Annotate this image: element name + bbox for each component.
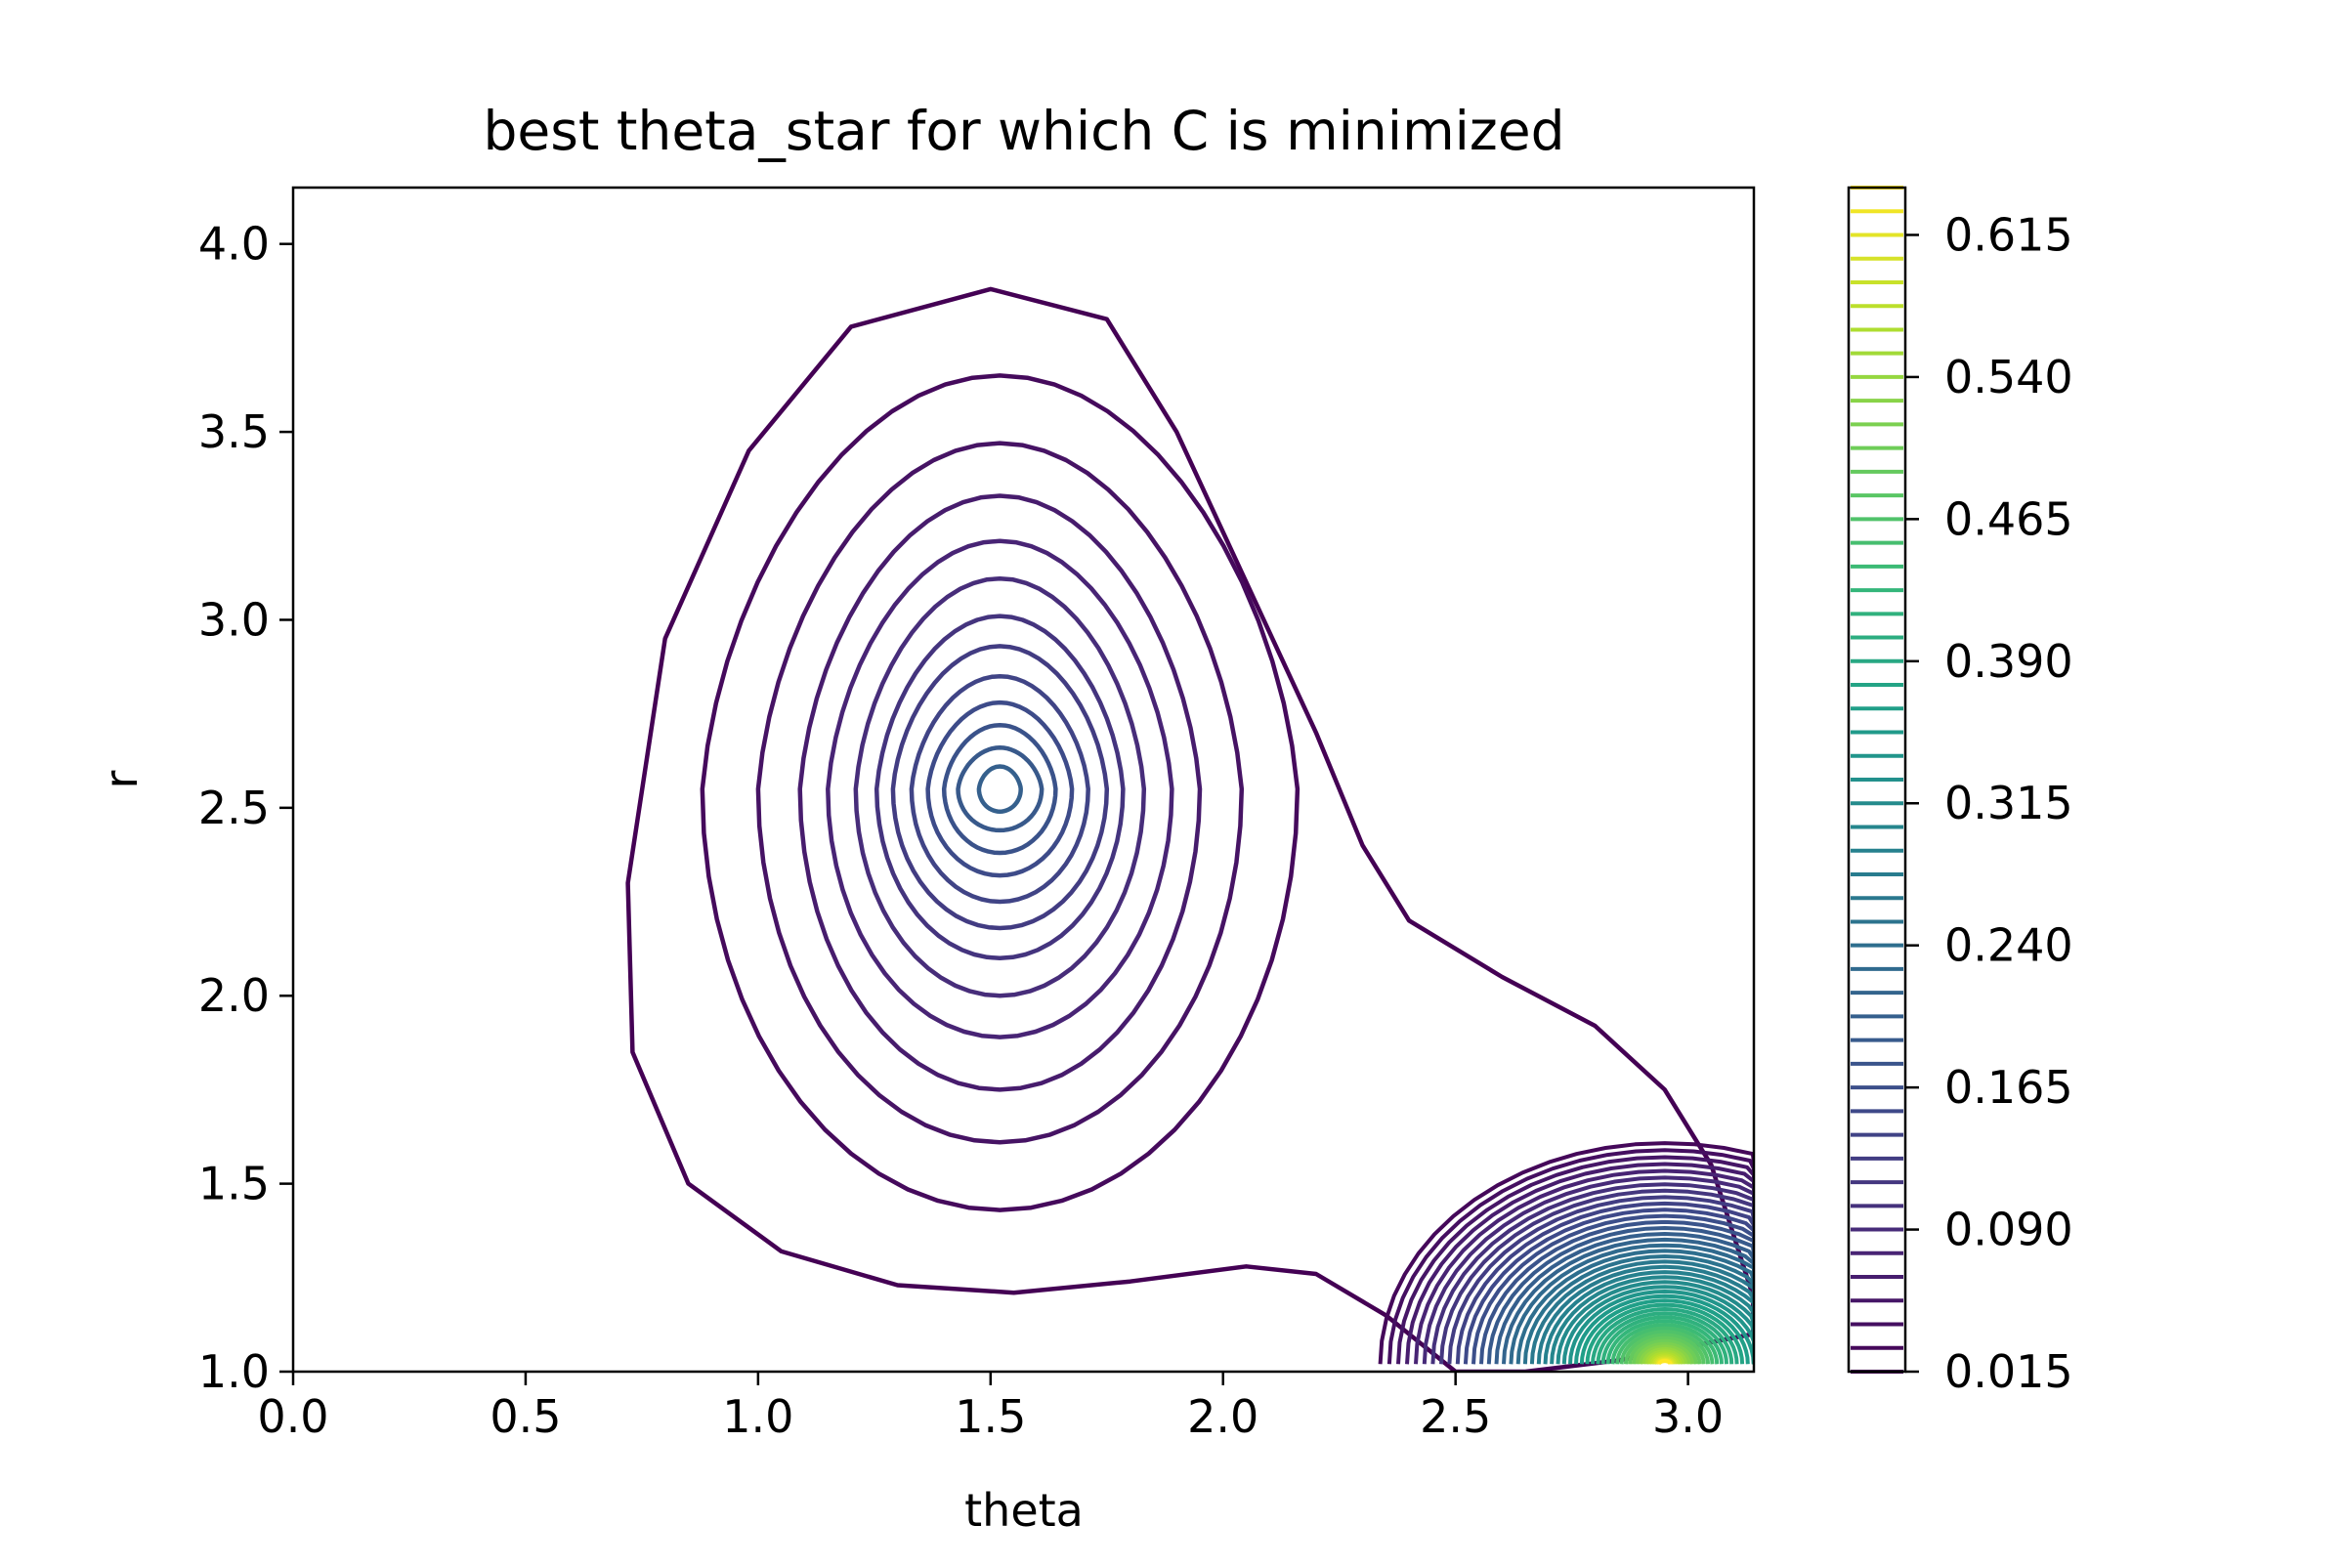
- contour-line: [1574, 1293, 1754, 1365]
- contour-line: [1579, 1298, 1750, 1365]
- colorbar-tick-label: 0.615: [1944, 208, 2073, 261]
- y-axis-label: r: [95, 770, 148, 788]
- x-axis-label: theta: [964, 1484, 1084, 1537]
- contour-line: [1543, 1270, 1754, 1365]
- contour-line: [874, 614, 1126, 961]
- x-tick-label: 3.0: [1652, 1390, 1724, 1443]
- contour-line: [1430, 1182, 1754, 1365]
- contour-line: [1479, 1219, 1754, 1365]
- contour-line: [1455, 1201, 1754, 1365]
- contour-line: [1414, 1168, 1754, 1365]
- x-tick-label: 1.5: [955, 1390, 1026, 1443]
- contour-line: [1439, 1188, 1754, 1365]
- contour-line: [1386, 1148, 1754, 1365]
- contour-line: [1529, 1259, 1754, 1365]
- colorbar-tick-label: 0.165: [1944, 1061, 2073, 1114]
- contour-line: [909, 673, 1090, 905]
- contour-line: [925, 699, 1075, 878]
- contour-line: [797, 493, 1203, 1092]
- y-tick-label: 2.5: [198, 782, 270, 834]
- x-tick-label: 0.0: [257, 1390, 328, 1443]
- contour-line: [1615, 1326, 1715, 1365]
- contour-line: [1422, 1175, 1754, 1365]
- y-tick-label: 4.0: [198, 218, 270, 271]
- contour-line: [1568, 1290, 1754, 1365]
- y-tick-label: 3.5: [198, 405, 270, 458]
- contour-line: [1642, 1346, 1688, 1365]
- contour-line: [826, 538, 1174, 1039]
- contour-line: [1657, 1359, 1673, 1366]
- contour-line: [1502, 1237, 1754, 1365]
- contour-line: [1509, 1243, 1754, 1365]
- colorbar-tick-label: 0.540: [1944, 351, 2073, 403]
- contour-line: [1632, 1338, 1698, 1365]
- contour-line: [1596, 1311, 1734, 1365]
- contour-lines: [625, 286, 1754, 1372]
- contour-line: [625, 286, 1754, 1372]
- contour-line: [1585, 1302, 1745, 1365]
- contour-line: [1639, 1344, 1691, 1365]
- y-tick-label: 1.5: [198, 1158, 270, 1210]
- contour-line: [1644, 1349, 1685, 1365]
- y-tick-label: 3.0: [198, 593, 270, 646]
- contour-line: [1405, 1162, 1754, 1365]
- contour-line: [1605, 1319, 1724, 1365]
- contour-line: [1600, 1315, 1728, 1365]
- y-tick-label: 2.0: [198, 969, 270, 1022]
- y-tick-label: 1.0: [198, 1345, 270, 1398]
- contour-line: [941, 722, 1058, 856]
- contour-line: [1610, 1323, 1720, 1365]
- plot-frame: [291, 186, 1756, 1374]
- contour-line: [890, 644, 1110, 931]
- x-tick-label: 0.5: [490, 1390, 561, 1443]
- colorbar: 0.015 0.090 0.165 0.240 0.315 0.390 0.465 0.540…: [1847, 186, 2073, 1398]
- contour-line: [1536, 1264, 1754, 1365]
- x-tick-label: 2.5: [1420, 1390, 1491, 1443]
- contour-line: [1628, 1335, 1702, 1365]
- contour-line: [1486, 1226, 1754, 1365]
- contour-line: [1522, 1254, 1754, 1365]
- contour-line: [1635, 1341, 1694, 1365]
- contour-line: [1515, 1249, 1754, 1365]
- contour-line: [700, 373, 1300, 1212]
- colorbar-tick-label: 0.390: [1944, 635, 2073, 688]
- contour-line: [1591, 1307, 1739, 1365]
- colorbar-tick-label: 0.015: [1944, 1345, 2073, 1398]
- colorbar-tick-label: 0.315: [1944, 777, 2073, 829]
- contour-line: [1378, 1141, 1754, 1365]
- chart-title: best theta_star for which C is minimized: [483, 100, 1564, 162]
- colorbar-tick-label: 0.240: [1944, 919, 2073, 972]
- colorbar-tick-label: 0.465: [1944, 492, 2073, 545]
- x-axis: 0.0 0.5 1.0 1.5 2.0 2.5 3.0: [257, 1372, 1724, 1443]
- contour-line: [1463, 1208, 1754, 1365]
- contour-line: [1556, 1280, 1754, 1365]
- contour-line: [755, 441, 1245, 1145]
- contour-line: [1471, 1213, 1754, 1365]
- contour-line: [1494, 1232, 1754, 1365]
- x-tick-label: 2.0: [1187, 1390, 1258, 1443]
- colorbar-frame: [1847, 186, 1907, 1374]
- contour-line: [1550, 1275, 1754, 1365]
- contour-line: [1396, 1155, 1754, 1365]
- contour-line: [1619, 1330, 1710, 1365]
- contour-line: [853, 575, 1147, 998]
- contour-line: [956, 745, 1045, 833]
- colorbar-tick-label: 0.090: [1944, 1204, 2073, 1256]
- contour-line: [976, 764, 1023, 814]
- y-axis: 1.0 1.5 2.0 2.5 3.0 3.5 4.0: [198, 218, 293, 1398]
- contour-line: [1561, 1285, 1754, 1365]
- x-tick-label: 1.0: [722, 1390, 793, 1443]
- contour-line: [1623, 1333, 1706, 1365]
- contour-line: [1447, 1195, 1754, 1365]
